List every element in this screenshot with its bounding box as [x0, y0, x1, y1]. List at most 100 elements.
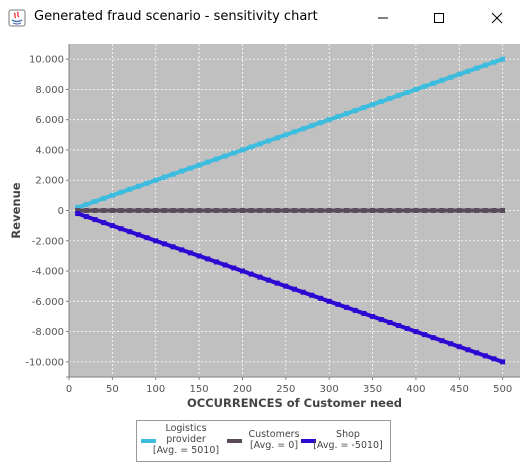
series-point: [344, 208, 350, 213]
x-tick-label: 450: [450, 384, 469, 395]
series-point: [396, 323, 402, 329]
series-point: [179, 247, 185, 253]
series-point: [326, 117, 332, 123]
series-point: [109, 208, 115, 213]
series-point: [482, 62, 488, 68]
series-point: [274, 135, 280, 141]
y-tick-label: 0: [58, 206, 64, 217]
series-point: [404, 326, 410, 332]
y-tick-label: -4.000: [32, 267, 64, 278]
series-point: [482, 208, 488, 213]
legend-swatch: [301, 439, 316, 443]
minimize-icon: [378, 17, 388, 19]
series-point: [387, 320, 393, 326]
series-point: [265, 208, 271, 213]
legend-swatch: [227, 439, 242, 443]
maximize-button[interactable]: [416, 0, 462, 36]
series-point: [257, 141, 263, 147]
series-point: [448, 74, 454, 80]
series-point: [387, 208, 393, 213]
series-point: [309, 208, 315, 213]
series-point: [344, 111, 350, 117]
series-point: [179, 208, 185, 213]
series-point: [127, 186, 133, 192]
series-point: [187, 208, 193, 213]
series-point: [265, 138, 271, 144]
series-point: [239, 208, 245, 213]
series-point: [274, 208, 280, 213]
series-point: [196, 253, 202, 259]
series-point: [309, 292, 315, 298]
series-point: [318, 120, 324, 126]
series-point: [352, 208, 358, 213]
series-point: [75, 211, 81, 217]
series-point: [370, 102, 376, 108]
series-point: [500, 56, 506, 62]
series-point: [92, 217, 98, 223]
chart-canvas: 0 50 100 150 200 250 300 350 400 450 500 10.000 8.00…: [9, 44, 520, 410]
y-tick-label: -10.000: [25, 357, 64, 368]
series-point: [361, 208, 367, 213]
series-point: [326, 298, 332, 304]
series-point: [118, 208, 124, 213]
series-point: [283, 132, 289, 138]
series-point: [213, 156, 219, 162]
series-point: [378, 316, 384, 322]
series-point: [422, 83, 428, 89]
series-point: [153, 177, 159, 183]
series-point: [205, 256, 211, 262]
y-tick-label: 4.000: [35, 145, 64, 156]
series-point: [292, 129, 297, 135]
series-point: [170, 171, 176, 177]
y-tick-label: 8.000: [35, 85, 64, 96]
series-point: [170, 244, 176, 250]
series-point: [335, 114, 341, 120]
series-point: [300, 289, 306, 295]
series-point: [118, 189, 124, 195]
series-point: [222, 153, 228, 159]
series-point: [482, 353, 488, 359]
series-point: [430, 335, 436, 341]
series-point: [491, 208, 497, 213]
series-point: [439, 338, 445, 344]
series-point: [396, 208, 402, 213]
series-point: [352, 307, 358, 313]
series-point: [109, 192, 115, 198]
series-point: [127, 208, 133, 213]
x-tick-label: 150: [190, 384, 209, 395]
series-point: [187, 250, 193, 256]
close-icon: [491, 12, 503, 24]
x-tick-label: 500: [493, 384, 512, 395]
series-point: [474, 65, 480, 71]
series-point: [361, 310, 367, 316]
series-point: [300, 126, 306, 132]
series-point: [326, 208, 332, 213]
series-point: [153, 208, 159, 213]
series-point: [196, 162, 202, 168]
series-point: [101, 220, 107, 226]
series-point: [422, 332, 428, 338]
series-point: [144, 180, 150, 186]
series-point: [491, 356, 497, 362]
series-point: [474, 208, 480, 213]
series-point: [500, 208, 506, 213]
minimize-button[interactable]: [360, 0, 406, 36]
series-point: [292, 286, 297, 292]
series-point: [144, 208, 150, 213]
close-button[interactable]: [474, 0, 520, 36]
series-point: [135, 183, 141, 189]
series-point: [370, 313, 376, 319]
y-tick-label: -2.000: [32, 236, 64, 247]
window-title: Generated fraud scenario - sensitivity c…: [34, 9, 318, 24]
x-tick-label: 250: [276, 384, 295, 395]
series-point: [274, 280, 280, 286]
series-point: [222, 262, 228, 268]
series-point: [196, 208, 202, 213]
series-point: [413, 329, 419, 335]
legend-label: Shop [Avg. = -5010]: [313, 429, 383, 451]
series-point: [361, 105, 367, 111]
series-point: [213, 208, 219, 213]
series-point: [265, 277, 271, 283]
series-point: [456, 208, 462, 213]
series-point: [465, 347, 471, 353]
